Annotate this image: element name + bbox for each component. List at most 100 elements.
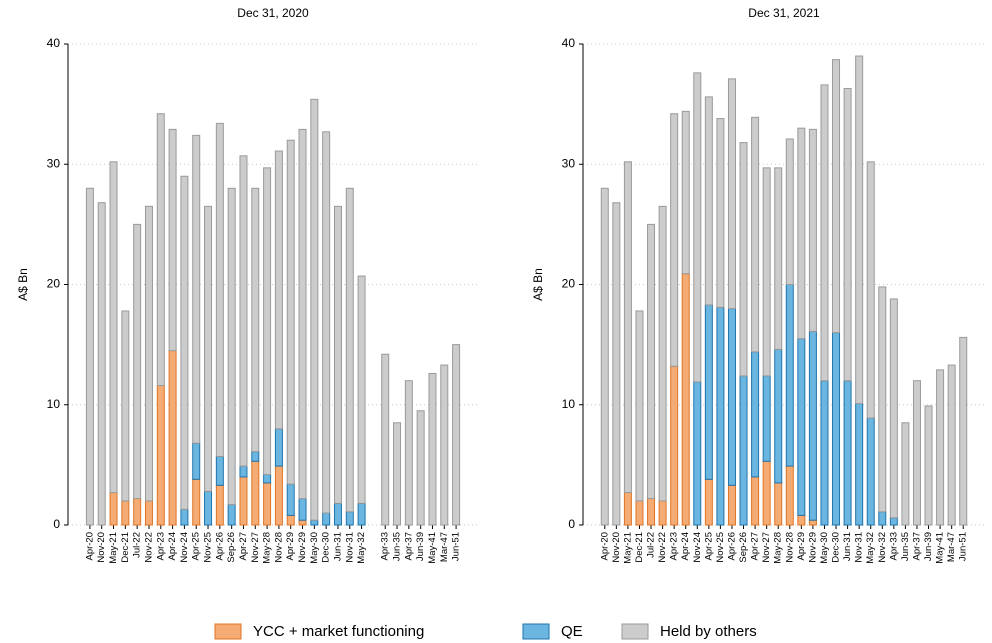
x-tick-label: Dec-30: [831, 532, 842, 563]
bar-segment: [797, 338, 806, 516]
x-tick-label: Apr-20: [599, 532, 610, 561]
bar-segment: [774, 348, 783, 484]
y-tick-label: 0: [568, 517, 575, 531]
bar-segment: [866, 161, 875, 419]
x-tick-label: Apr-24: [680, 532, 691, 561]
bar-segment: [204, 205, 213, 492]
bar-segment: [298, 498, 307, 521]
bar-segment: [286, 139, 295, 485]
bar-segment: [333, 502, 342, 526]
bar-segment: [109, 161, 118, 494]
x-tick-label: Jun-51: [451, 532, 462, 561]
bar-segment: [774, 167, 783, 350]
bar-segment: [716, 306, 725, 526]
bar-segment: [156, 385, 165, 526]
bar-segment: [215, 484, 224, 526]
bar-segment: [901, 422, 910, 526]
x-tick-label: Nov-31: [854, 532, 865, 563]
bar-segment: [716, 118, 725, 308]
x-tick-label: Dec-30: [321, 532, 332, 563]
bar-segment: [658, 205, 667, 502]
bar-segment: [239, 465, 248, 478]
x-tick-label: Dec-21: [634, 532, 645, 563]
bar-segment: [440, 364, 449, 526]
bar-segment: [693, 381, 702, 526]
bar-segment: [192, 442, 201, 480]
bar-segment: [274, 150, 283, 430]
bar-segment: [286, 514, 295, 526]
bar-segment: [889, 517, 898, 526]
x-tick-label: Apr-24: [167, 532, 178, 561]
bar-segment: [739, 142, 748, 377]
bar-segment: [751, 116, 760, 353]
x-tick-label: May-30: [819, 532, 830, 564]
bar-segment: [322, 131, 331, 514]
x-tick-label: Nov-32: [877, 532, 888, 563]
bar-segment: [121, 310, 130, 502]
bar-segment: [416, 410, 425, 526]
bar-segment: [785, 465, 794, 526]
bar-segment: [215, 455, 224, 486]
y-tick-label: 10: [562, 397, 576, 411]
x-tick-label: Nov-25: [203, 532, 214, 563]
bar-segment: [751, 351, 760, 478]
x-tick-label: Nov-25: [715, 532, 726, 563]
x-tick-label: Apr-23: [155, 532, 166, 561]
bar-segment: [310, 98, 319, 521]
y-tick-label: 30: [562, 156, 576, 170]
bar-segment: [878, 286, 887, 513]
x-tick-label: Jul-22: [646, 532, 657, 558]
legend-swatch: [621, 623, 649, 640]
x-tick-label: May-32: [356, 532, 367, 564]
bar-segment: [452, 344, 461, 526]
bar-segment: [239, 155, 248, 467]
x-tick-label: Apr-27: [238, 532, 249, 561]
bar-segment: [600, 187, 609, 526]
bar-segment: [274, 428, 283, 467]
bar-segment: [251, 451, 260, 462]
x-tick-label: Nov-20: [611, 532, 622, 563]
bar-segment: [727, 484, 736, 526]
x-tick-label: Nov-24: [692, 532, 703, 563]
x-tick-label: Jun-35: [900, 532, 911, 561]
bar-segment: [774, 482, 783, 526]
bar-segment: [820, 380, 829, 526]
bar-segment: [762, 460, 771, 526]
bar-segment: [263, 482, 272, 526]
bar-segment: [192, 478, 201, 526]
bar-segment: [785, 138, 794, 285]
bar-segment: [936, 369, 945, 526]
x-tick-label: Apr-25: [191, 532, 202, 561]
x-tick-label: Nov-28: [273, 532, 284, 563]
bar-segment: [85, 187, 94, 526]
bar-segment: [168, 350, 177, 526]
bar-segment: [286, 483, 295, 516]
x-tick-label: May-32: [865, 532, 876, 564]
bar-segment: [239, 476, 248, 526]
chart-title: Dec 31, 2021: [748, 6, 820, 20]
bar-segment: [727, 308, 736, 486]
x-tick-label: Apr-26: [726, 532, 737, 561]
y-tick-label: 20: [47, 277, 61, 291]
y-axis-label: A$ Bn: [16, 268, 30, 301]
bar-segment: [855, 55, 864, 405]
x-tick-label: May-41: [935, 532, 946, 564]
bar-segment: [762, 167, 771, 377]
bar-segment: [144, 205, 153, 502]
x-tick-label: May-28: [773, 532, 784, 564]
bar-segment: [635, 310, 644, 502]
x-tick-label: Apr-33: [380, 532, 391, 561]
x-tick-label: Apr-29: [796, 532, 807, 561]
x-tick-label: Nov-27: [250, 532, 261, 563]
x-tick-label: Nov-28: [784, 532, 795, 563]
legend-swatch: [522, 623, 550, 640]
bar-segment: [322, 512, 331, 526]
bar-segment: [843, 87, 852, 382]
x-tick-label: May-21: [108, 532, 119, 564]
bar-segment: [109, 492, 118, 526]
legend-label: Held by others: [660, 623, 757, 640]
bar-segment: [866, 417, 875, 526]
x-tick-label: Nov-20: [96, 532, 107, 563]
bar-segment: [298, 519, 307, 526]
